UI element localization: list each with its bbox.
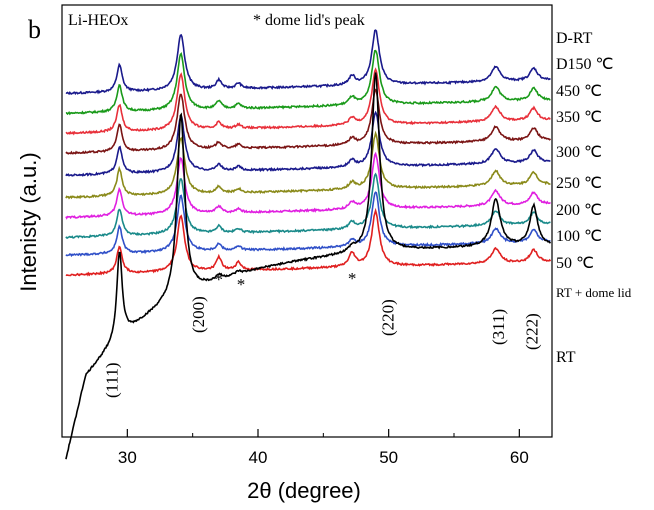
dome-marker: * [215, 270, 224, 289]
x-tick-label: 60 [510, 448, 529, 467]
series-label: D150 ℃ [556, 56, 614, 73]
panel-label: b [28, 15, 41, 44]
series-line [65, 88, 552, 155]
series-line [65, 67, 551, 136]
peak-label: (111) [102, 362, 121, 398]
series-label: 300 ℃ [556, 144, 602, 161]
series-line [65, 49, 551, 116]
series-line [65, 151, 551, 220]
series-labels: D-RT D150 ℃ 450 ℃ 350 ℃ 300 ℃ 250 ℃ 200 ℃ 100 ℃… [556, 30, 632, 366]
x-axis-ticks: 30 40 50 60 [61, 429, 529, 467]
series-line [65, 207, 552, 277]
peak-label: (200) [189, 296, 208, 333]
sample-label: Li-HEOx [68, 12, 128, 29]
peak-label: (220) [379, 299, 398, 336]
series-line [65, 130, 551, 200]
series-label: 200 ℃ [556, 202, 602, 219]
series-line [65, 172, 551, 239]
y-axis-title: Intenisty (a.u.) [16, 152, 41, 291]
series-label: 250 ℃ [556, 175, 602, 192]
peak-labels: (111) (200) (220) (311) (222) [102, 296, 541, 398]
peak-label: (222) [523, 313, 542, 350]
series-traces [65, 29, 552, 460]
dome-marker: * [348, 269, 357, 288]
series-line [65, 72, 552, 460]
x-tick-label: 40 [249, 448, 268, 467]
x-tick-label: 30 [118, 448, 137, 467]
series-line [65, 110, 551, 177]
peak-note: * dome lid's peak [253, 12, 365, 29]
series-label: 50 ℃ [556, 255, 594, 272]
dome-marker: * [237, 275, 246, 294]
dome-markers: * * * [215, 269, 357, 294]
plot-frame [61, 4, 553, 438]
series-label: RT [556, 349, 576, 366]
series-line [65, 29, 551, 96]
series-label: RT + dome lid [556, 285, 632, 300]
series-label: 450 ℃ [556, 83, 602, 100]
x-tick-label: 50 [379, 448, 398, 467]
series-label: 350 ℃ [556, 109, 602, 126]
x-axis-title: 2θ (degree) [247, 478, 361, 503]
series-label: 100 ℃ [556, 228, 602, 245]
series-line [65, 191, 551, 258]
peak-label: (311) [489, 309, 508, 345]
series-label: D-RT [556, 30, 593, 47]
